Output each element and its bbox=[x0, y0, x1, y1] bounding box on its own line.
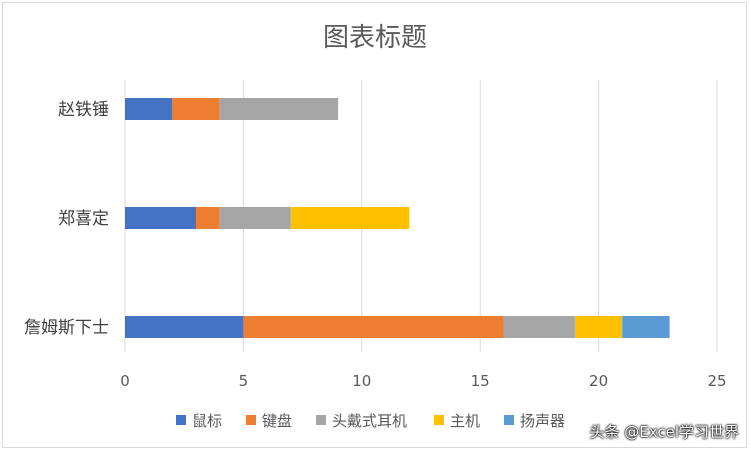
bar-segment bbox=[125, 316, 244, 338]
bar-segment bbox=[574, 316, 623, 338]
watermark: 头条 @Excel学习世界 bbox=[589, 423, 739, 441]
bar-segment bbox=[172, 98, 220, 120]
x-tick-label: 20 bbox=[589, 372, 608, 390]
x-tick-label: 0 bbox=[120, 372, 130, 390]
legend-label: 主机 bbox=[450, 412, 480, 430]
bar-segment bbox=[125, 207, 197, 229]
chart-title: 图表标题 bbox=[323, 23, 427, 53]
legend-swatch bbox=[434, 415, 444, 425]
category-label: 詹姆斯下士 bbox=[24, 318, 109, 338]
bar-segment bbox=[503, 316, 575, 338]
bar-segment bbox=[219, 98, 339, 120]
bar-segment bbox=[125, 98, 173, 120]
legend-swatch bbox=[246, 415, 256, 425]
bar-segment bbox=[219, 207, 291, 229]
legend-swatch bbox=[504, 415, 514, 425]
x-tick-label: 15 bbox=[471, 372, 490, 390]
bar-segment bbox=[622, 316, 670, 338]
legend-swatch bbox=[176, 415, 186, 425]
x-tick-label: 25 bbox=[707, 372, 726, 390]
x-tick-label: 5 bbox=[239, 372, 249, 390]
legend-label: 头戴式耳机 bbox=[332, 412, 407, 430]
x-tick-label: 10 bbox=[352, 372, 371, 390]
category-label: 郑喜定 bbox=[58, 209, 109, 229]
legend-label: 扬声器 bbox=[520, 412, 565, 430]
legend-swatch bbox=[316, 415, 326, 425]
bar-segment bbox=[243, 316, 504, 338]
legend-label: 键盘 bbox=[262, 412, 292, 430]
legend-label: 鼠标 bbox=[192, 412, 222, 430]
bar-segment bbox=[196, 207, 220, 229]
category-label: 赵铁锤 bbox=[58, 100, 109, 120]
bar-segment bbox=[290, 207, 410, 229]
